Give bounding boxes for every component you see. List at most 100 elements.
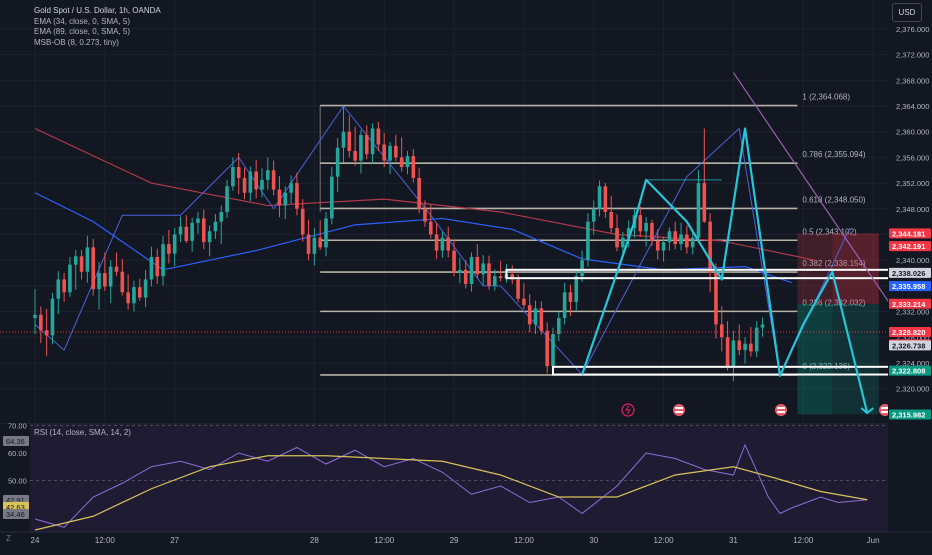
price-tag-label: 2,322.808 (892, 367, 925, 376)
time-tick-label: 31 (729, 536, 738, 545)
candle-body (609, 212, 613, 229)
pattern-guide (633, 179, 722, 222)
candle-body (85, 247, 90, 272)
candle-body (207, 231, 212, 243)
price-tag (889, 409, 931, 420)
candle-body (370, 128, 375, 155)
msb-ob-legend[interactable]: MSB-OB (8, 0.273, tiny) (34, 37, 119, 47)
flash-bolt-icon (625, 405, 631, 415)
candle-body (382, 144, 387, 161)
candle-body (388, 145, 392, 161)
time-tick-label: Jun (867, 536, 880, 545)
candle-body (236, 167, 241, 178)
ema34-legend[interactable]: EMA (34, close, 0, SMA, 5) (34, 16, 131, 26)
currency-button[interactable]: USD (892, 3, 922, 22)
candle-body (731, 340, 736, 367)
flag-stripe (675, 407, 683, 409)
candle-body (231, 167, 235, 187)
candle-body (184, 226, 189, 241)
time-axis[interactable]: 24 12:00 27 28 12:00 29 12:00 30 12:00 31 12:00 Jun… (0, 531, 932, 550)
flash-event-icon[interactable] (621, 403, 635, 417)
price-tick-label: 2,372.000 (896, 51, 929, 60)
candle-body (126, 292, 130, 304)
candle-body (103, 273, 107, 287)
symbol-title[interactable]: Gold Spot / U.S. Dollar, 1h, OANDA (34, 6, 161, 15)
price-tick-label: 2,376.000 (896, 25, 929, 34)
candle-body (702, 183, 707, 222)
rsi-value-tag-label: 42.91 (6, 496, 25, 505)
candle-body (137, 287, 142, 298)
candle-body (679, 234, 683, 245)
price-tick-label: 2,360.000 (896, 128, 929, 137)
candle-body (143, 279, 148, 298)
us-flag-icon[interactable] (775, 404, 787, 416)
rsi-legend[interactable]: RSI (14, close, SMA, 14, 2) (34, 428, 131, 437)
candle-body (62, 279, 66, 293)
target-zone-2 (797, 303, 833, 415)
price-tick-label: 2,324.000 (896, 359, 929, 368)
candle-body (725, 337, 730, 367)
candle-body (56, 279, 61, 299)
ema89-legend[interactable]: EMA (89, close, 0, SMA, 5) (34, 27, 131, 36)
rsi-ma-line (34, 455, 868, 531)
candle-body (411, 156, 416, 178)
candle-body (73, 256, 78, 265)
candle-body (399, 157, 404, 168)
price-tick-label: 2,368.000 (896, 76, 929, 85)
fib-level-label: 1 (2,364.068) (802, 93, 850, 102)
candle-body (376, 128, 381, 145)
candle-body (574, 276, 579, 302)
candle-body (289, 183, 293, 193)
candle-body (312, 237, 317, 254)
candle-body (394, 145, 398, 158)
candle-body (696, 183, 701, 238)
candle-body (248, 171, 253, 193)
candle-body (498, 276, 503, 279)
time-tick-label: 12:00 (514, 536, 535, 545)
candle-body (132, 287, 136, 304)
candle-body (271, 170, 276, 190)
candle-body (475, 256, 480, 275)
price-tag-label: 2,342.191 (892, 242, 925, 251)
rsi-value-tag (3, 436, 29, 447)
ema34-line (34, 192, 792, 284)
fib-level-label: 0.236 (2,332.032) (802, 298, 865, 307)
price-tick-label: 2,340.000 (896, 256, 929, 265)
timezone-label[interactable]: Z (6, 534, 11, 543)
candle-body (44, 330, 49, 336)
candle-body (359, 134, 363, 161)
target-zone (797, 303, 879, 415)
candle-body (661, 242, 666, 251)
rsi-tick-label: 60.00 (8, 449, 27, 458)
indicator-legend: Gold Spot / U.S. Dollar, 1h, OANDA EMA (… (34, 6, 161, 48)
flag-stripe (777, 411, 785, 413)
price-tag (889, 365, 931, 376)
candle-body (737, 340, 742, 351)
flag-stripe (675, 411, 683, 413)
candle-body (114, 266, 119, 272)
time-tick-label: 12:00 (793, 536, 814, 545)
time-tick-label: 28 (310, 536, 319, 545)
candle-body (760, 324, 765, 328)
fib-level-label: 0.5 (2,343.102) (802, 227, 857, 236)
pattern-arrowhead (860, 407, 874, 415)
candle-body (266, 170, 270, 180)
candle-body (580, 260, 584, 277)
price-tick-label: 2,332.000 (896, 308, 929, 317)
rsi-value-tag-label: 64.36 (6, 437, 25, 446)
us-flag-icon[interactable] (673, 404, 685, 416)
candle-body (423, 208, 427, 222)
candle-body (562, 292, 567, 318)
candle-body (551, 334, 555, 367)
candle-body (201, 218, 206, 243)
candle-body (405, 156, 410, 168)
price-tick-label: 2,320.000 (896, 385, 929, 394)
rsi-value-tag-label: 34.46 (6, 510, 25, 519)
candle-body (39, 314, 43, 331)
candle-body (242, 177, 247, 193)
short-position-tool[interactable] (797, 233, 879, 415)
candle-body (364, 134, 369, 155)
